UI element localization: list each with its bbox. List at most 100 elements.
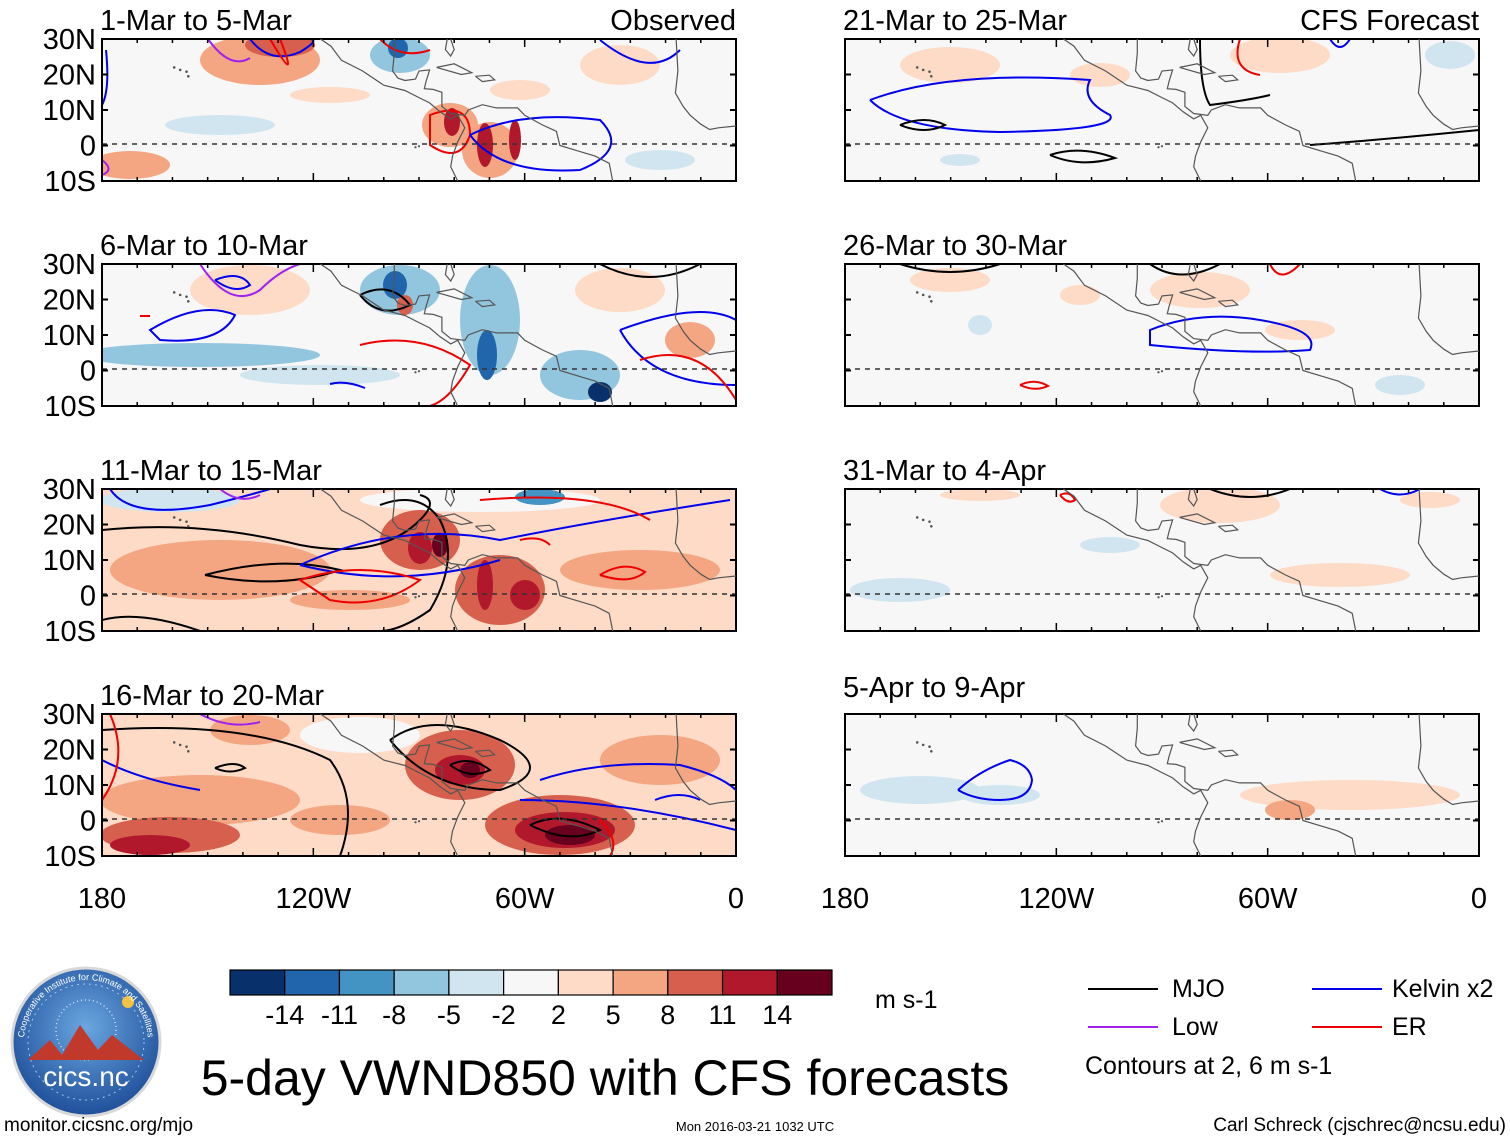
island	[178, 743, 182, 747]
island	[186, 74, 190, 78]
colorbar-label: -8	[382, 1000, 406, 1030]
panel-3: 11-Mar to 15-Mar	[100, 455, 737, 632]
lat-tick-label: 0	[80, 581, 96, 613]
colorbar-swatch	[229, 969, 286, 996]
panel-3-field	[102, 489, 736, 631]
island	[929, 524, 933, 528]
footer-url[interactable]: monitor.cicsnc.org/mjo	[4, 1115, 193, 1136]
island	[915, 516, 919, 519]
forecast-label: CFS Forecast	[1300, 5, 1479, 37]
colorbar-swatch	[503, 969, 559, 996]
coastline	[1417, 713, 1480, 806]
lat-tick-label: 20N	[43, 60, 96, 92]
lon-tick-label: 0	[728, 883, 744, 915]
colorbar-swatch	[557, 969, 614, 996]
coastline	[1218, 74, 1240, 83]
panel-1: 1-Mar to 5-Mar Observed	[100, 5, 737, 182]
island	[178, 518, 182, 522]
island	[1157, 371, 1160, 374]
colorbar-label: 5	[606, 1000, 621, 1030]
lon-tick-label: 60W	[1238, 883, 1298, 915]
coastline	[444, 713, 455, 733]
panel-1-field	[102, 39, 736, 181]
coastline	[1134, 39, 1357, 182]
lat-tick-label: 10N	[43, 770, 96, 802]
island	[185, 295, 188, 298]
coastline	[444, 263, 455, 283]
island	[929, 749, 933, 753]
lat-tick-label: 0	[80, 806, 96, 838]
coastline	[436, 738, 474, 751]
island	[186, 749, 190, 753]
lat-tick-label: 0	[80, 131, 96, 163]
coastline	[674, 263, 737, 356]
coastline	[391, 714, 614, 857]
footer-timestamp: Mon 2016-03-21 1032 UTC	[676, 1119, 834, 1134]
panel-6: 26-Mar to 30-Mar	[843, 230, 1480, 407]
panel-title: 26-Mar to 30-Mar	[843, 230, 1067, 262]
lat-tick-label: 10N	[43, 95, 96, 127]
coastline	[1218, 749, 1240, 758]
coastline	[320, 38, 466, 182]
coastline	[1187, 263, 1198, 283]
contour-note: Contours at 2, 6 m s-1	[1085, 1052, 1332, 1080]
coastline	[1417, 263, 1480, 356]
coastline	[1187, 488, 1198, 508]
island	[186, 524, 190, 528]
island	[172, 291, 176, 294]
island	[915, 66, 919, 69]
coastline	[1179, 63, 1217, 76]
coastline	[1179, 738, 1217, 751]
island	[172, 741, 176, 744]
coastline	[436, 513, 474, 526]
colorbar-units: m s-1	[875, 986, 938, 1014]
logo-text: cics.nc	[43, 1061, 129, 1092]
island	[1157, 596, 1160, 599]
coastline	[391, 264, 614, 407]
latitude-ticks: 30N20N10N010S30N20N10N010S30N20N10N010S3…	[43, 24, 1479, 873]
coastline	[1134, 714, 1357, 857]
panel-title: 16-Mar to 20-Mar	[100, 680, 324, 712]
coastline	[320, 713, 466, 857]
lat-tick-label: 0	[80, 356, 96, 388]
colorbar-label: 14	[762, 1000, 792, 1030]
panel-8: 5-Apr to 9-Apr	[843, 672, 1480, 857]
island	[921, 293, 925, 297]
island	[921, 68, 925, 72]
island	[417, 370, 421, 373]
panel-7-field	[845, 489, 1479, 631]
panel-4-field	[102, 714, 736, 856]
contour-legend: MJO Kelvin x2 Low ER Contours at 2, 6 m …	[1085, 975, 1493, 1080]
island	[178, 293, 182, 297]
lat-tick-label: 10S	[44, 391, 96, 423]
coastline	[1063, 38, 1209, 182]
coastline	[674, 488, 737, 581]
island	[921, 743, 925, 747]
colorbar-swatch	[284, 969, 341, 996]
coastline	[1134, 489, 1357, 632]
coastline	[444, 488, 455, 508]
panel-title: 31-Mar to 4-Apr	[843, 455, 1046, 487]
panel-title: 21-Mar to 25-Mar	[843, 5, 1067, 37]
coastline	[1187, 713, 1198, 733]
island	[921, 518, 925, 522]
coastline	[1063, 713, 1209, 857]
coastlines	[172, 38, 1480, 857]
colorbar-label: 8	[660, 1000, 675, 1030]
colorbar-label: -14	[265, 1000, 304, 1030]
island	[178, 68, 182, 72]
island	[417, 595, 421, 598]
island	[1160, 595, 1164, 598]
longitude-ticks: 180 120W 60W 0 180 120W 60W 0	[78, 39, 1487, 915]
coastline	[1417, 38, 1480, 131]
island	[185, 520, 188, 523]
lon-tick-label: 60W	[495, 883, 555, 915]
island	[1157, 821, 1160, 824]
footer-author: Carl Schreck (cjschrec@ncsu.edu)	[1213, 1115, 1506, 1136]
island	[1160, 145, 1164, 148]
island	[414, 821, 417, 824]
island	[928, 520, 931, 523]
legend-label-mjo: MJO	[1172, 975, 1225, 1003]
lat-tick-label: 10S	[44, 841, 96, 873]
legend-label-er: ER	[1392, 1013, 1427, 1041]
